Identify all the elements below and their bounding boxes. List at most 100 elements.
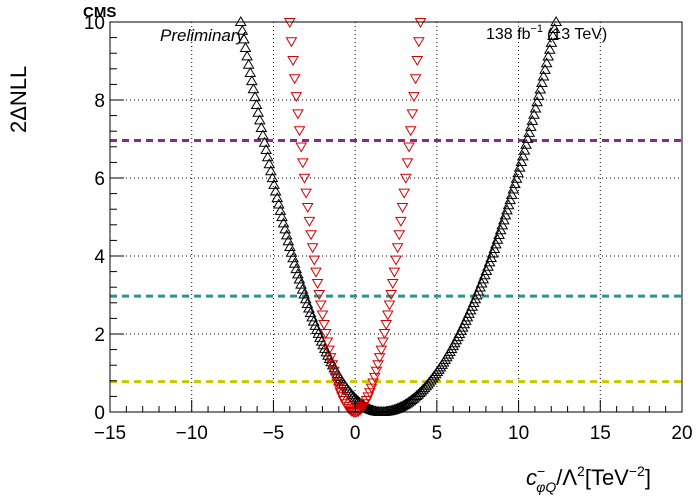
- x-tick-label: 10: [508, 423, 529, 444]
- black-triangle-point: [307, 315, 320, 326]
- y-tick-label: 8: [94, 91, 105, 112]
- red-triangle-point: [305, 230, 317, 241]
- black-triangle-point: [249, 91, 261, 102]
- red-triangle-point: [370, 366, 383, 377]
- black-triangle-point: [234, 16, 247, 26]
- black-triangle-point: [282, 235, 295, 246]
- black-triangle-point: [245, 75, 258, 86]
- red-triangle-point: [404, 126, 417, 137]
- black-triangle-point: [247, 83, 260, 94]
- red-triangle-point: [381, 310, 394, 321]
- black-triangle-point: [412, 388, 425, 399]
- red-triangle-point: [350, 407, 363, 418]
- red-triangle-point: [298, 173, 311, 184]
- x-tick-label: 0: [350, 423, 361, 444]
- red-triangle-point: [399, 173, 412, 184]
- red-triangle-point: [362, 392, 375, 403]
- black-triangle-point: [518, 144, 531, 155]
- red-triangle-point: [313, 290, 326, 301]
- black-triangle-point: [255, 121, 268, 132]
- red-triangle-point: [411, 56, 424, 67]
- black-triangle-point: [394, 401, 407, 412]
- black-triangle-point: [250, 99, 263, 110]
- black-triangle-point: [304, 307, 317, 318]
- black-triangle-point: [543, 43, 556, 54]
- red-triangle-point: [383, 300, 396, 311]
- black-triangle-point: [548, 23, 561, 34]
- red-triangle-point: [414, 18, 427, 28]
- red-triangle-point: [310, 267, 322, 278]
- y-tick-label: 0: [94, 403, 105, 424]
- red-triangle-point: [308, 255, 321, 266]
- x-tick-label: −15: [94, 423, 126, 444]
- black-triangle-point: [496, 219, 509, 230]
- black-triangle-point: [252, 106, 265, 117]
- black-triangle-point: [497, 214, 510, 225]
- red-triangle-point: [283, 18, 296, 28]
- x-axis-title: c− φQ/Λ2[TeV−2]: [526, 463, 651, 495]
- grid: [110, 22, 682, 412]
- y-tick-label: 4: [94, 247, 105, 268]
- red-triangle-point: [385, 290, 397, 301]
- y-tick-label: 6: [94, 169, 105, 190]
- black-triangle-point: [520, 138, 532, 149]
- black-triangle-point: [523, 126, 536, 137]
- black-triangle-point: [309, 319, 322, 330]
- red-triangle-point: [391, 243, 404, 254]
- red-triangle-point: [393, 230, 406, 241]
- y-tick-label: 10: [84, 13, 105, 34]
- red-triangle-point: [324, 353, 337, 364]
- black-triangle-point: [238, 33, 250, 44]
- x-title-unit: [TeV: [585, 465, 629, 490]
- black-triangle-point: [526, 114, 539, 125]
- red-triangle-point: [373, 353, 386, 364]
- black-triangle-point: [280, 229, 293, 240]
- black-triangle-point: [547, 30, 559, 41]
- red-triangle-point: [331, 378, 344, 389]
- red-triangle-point: [388, 267, 401, 278]
- black-triangle-point: [507, 183, 520, 194]
- plot-frame: [109, 21, 683, 413]
- black-triangle-point: [261, 151, 274, 162]
- x-tick-label: −5: [263, 423, 285, 444]
- black-triangle-point: [312, 327, 325, 338]
- black-triangle-point: [299, 293, 312, 304]
- red-triangle-point: [328, 366, 340, 377]
- black-triangle-point: [260, 144, 272, 155]
- black-triangle-point: [253, 114, 266, 125]
- red-triangle-point: [326, 360, 339, 371]
- black-triangle-point: [298, 288, 311, 299]
- red-triangle-point: [321, 337, 334, 348]
- black-triangle-point: [285, 246, 298, 257]
- x-tick-label: 20: [671, 423, 692, 444]
- black-triangle-point: [504, 194, 517, 205]
- red-triangle-point: [390, 255, 402, 266]
- red-triangle-point: [296, 158, 309, 169]
- luminosity-value: 138 fb: [486, 26, 531, 43]
- black-triangle-point: [493, 229, 505, 239]
- black-triangle-point: [540, 57, 553, 68]
- red-triangle-point: [290, 92, 303, 103]
- preliminary-label: Preliminary: [160, 26, 247, 45]
- black-triangle-point: [499, 209, 512, 220]
- red-triangle-point: [408, 92, 420, 103]
- data-points: [234, 16, 563, 418]
- red-triangle-point: [413, 37, 425, 48]
- black-triangle-point: [274, 204, 287, 215]
- y-tick-label: 2: [94, 325, 105, 346]
- x-title-unit-exponent: −2: [629, 463, 645, 479]
- luminosity-exponent: −1: [530, 23, 543, 35]
- black-triangle-point: [413, 387, 426, 398]
- black-triangle-point: [242, 58, 255, 69]
- red-triangle-point: [406, 109, 419, 120]
- x-title-unit-close: ]: [645, 465, 651, 490]
- luminosity-label: 138 fb−1 (13 TeV): [486, 23, 607, 43]
- black-triangle-point: [528, 108, 540, 119]
- red-triangle-point: [295, 142, 308, 153]
- black-triangle-point: [494, 224, 507, 235]
- black-triangle-point: [301, 297, 314, 308]
- tick-labels: −15 −10 −5 0 5 10 15 20 0 2 4 6 8 10: [84, 13, 693, 444]
- black-triangle-point: [550, 16, 563, 26]
- black-triangle-point: [415, 385, 428, 396]
